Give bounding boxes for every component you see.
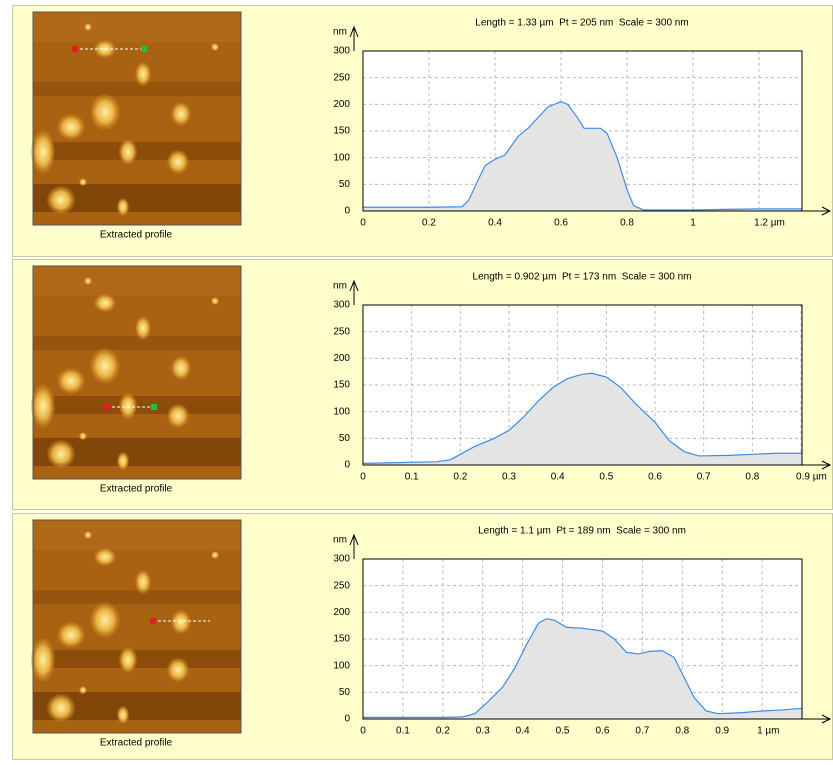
x-tick-label: 0.1 — [405, 472, 419, 483]
x-tick-label: 0.2 — [422, 218, 436, 229]
y-axis-label: nm — [333, 281, 347, 292]
y-tick-label: 50 — [339, 687, 351, 698]
x-tick-label: 0.4 — [516, 726, 530, 737]
y-tick-label: 0 — [344, 460, 350, 471]
handle[interactable] — [150, 618, 156, 624]
y-arrow — [349, 25, 359, 51]
afm-image — [30, 519, 242, 734]
x-tick-label: 0 — [360, 218, 366, 229]
y-tick-label: 200 — [333, 353, 350, 364]
x-tick-label: 0.1 — [396, 726, 410, 737]
x-tick-label: 0.8 — [675, 726, 689, 737]
x-tick-label: 0.4 — [551, 472, 565, 483]
y-tick-label: 100 — [333, 660, 350, 671]
x-arrow — [821, 714, 832, 724]
y-tick-label: 150 — [333, 126, 350, 137]
x-tick-label: 0.2 — [453, 472, 467, 483]
x-arrow — [821, 460, 832, 470]
handle[interactable] — [141, 46, 147, 52]
y-arrow — [349, 279, 359, 305]
handle[interactable] — [104, 404, 110, 410]
caption: Extracted profile — [100, 230, 173, 241]
y-tick-label: 0 — [344, 714, 350, 725]
handle[interactable] — [151, 404, 157, 410]
x-arrow — [821, 206, 832, 216]
x-tick-label: 0.9 µm — [796, 472, 827, 483]
afm-image — [30, 265, 242, 480]
profile-area — [363, 373, 802, 465]
y-arrow — [349, 533, 359, 559]
y-tick-label: 100 — [333, 152, 350, 163]
x-tick-label: 0.8 — [745, 472, 759, 483]
x-tick-label: 1 µm — [757, 726, 779, 737]
x-tick-label: 0.3 — [476, 726, 490, 737]
x-tick-label: 0 — [360, 472, 366, 483]
x-tick-label: 0 — [360, 726, 366, 737]
y-tick-label: 300 — [333, 300, 350, 311]
chart-title: Length = 1.1 µm Pt = 189 nm Scale = 300 … — [478, 526, 686, 537]
y-tick-label: 150 — [333, 634, 350, 645]
profile-line — [363, 618, 803, 718]
y-tick-label: 200 — [333, 99, 350, 110]
y-tick-label: 200 — [333, 607, 350, 618]
y-tick-label: 250 — [333, 580, 350, 591]
caption: Extracted profile — [100, 738, 173, 749]
profile-line — [362, 372, 802, 464]
x-tick-label: 0.7 — [697, 472, 711, 483]
y-tick-label: 100 — [333, 406, 350, 417]
x-tick-label: 1.2 µm — [754, 218, 785, 229]
x-tick-label: 1 — [690, 218, 696, 229]
x-tick-label: 0.5 — [599, 472, 613, 483]
x-tick-label: 0.3 — [502, 472, 516, 483]
x-tick-label: 0.2 — [436, 726, 450, 737]
x-tick-label: 0.6 — [648, 472, 662, 483]
y-tick-label: 250 — [333, 326, 350, 337]
y-tick-label: 250 — [333, 72, 350, 83]
y-tick-label: 300 — [333, 554, 350, 565]
chart-title: Length = 1.33 µm Pt = 205 nm Scale = 300… — [475, 18, 688, 29]
x-tick-label: 0.6 — [554, 218, 568, 229]
afm-image — [30, 11, 242, 226]
x-tick-label: 0.9 — [715, 726, 729, 737]
x-tick-label: 0.5 — [556, 726, 570, 737]
y-axis-label: nm — [333, 27, 347, 38]
caption: Extracted profile — [100, 484, 173, 495]
x-tick-label: 0.6 — [596, 726, 610, 737]
x-tick-label: 0.4 — [488, 218, 502, 229]
x-tick-label: 0.8 — [620, 218, 634, 229]
y-tick-label: 150 — [333, 380, 350, 391]
handle[interactable] — [72, 46, 78, 52]
y-tick-label: 300 — [333, 46, 350, 57]
profile-area — [363, 101, 802, 211]
x-tick-label: 0.7 — [635, 726, 649, 737]
profile-line — [363, 101, 802, 211]
y-axis-label: nm — [333, 535, 347, 546]
chart-title: Length = 0.902 µm Pt = 173 nm Scale = 30… — [473, 272, 692, 283]
y-tick-label: 0 — [344, 206, 350, 217]
y-tick-label: 50 — [339, 433, 351, 444]
y-tick-label: 50 — [339, 179, 351, 190]
